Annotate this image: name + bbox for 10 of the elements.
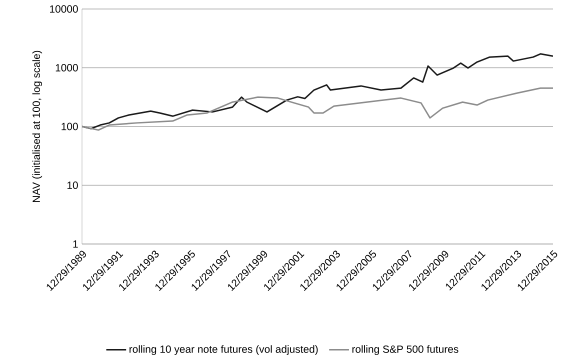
y-tick-label: 100	[62, 122, 78, 130]
line-series	[82, 53, 554, 130]
y-tick-label: 1000	[56, 64, 78, 72]
y-tick-label: 10000	[50, 5, 78, 13]
line-series	[82, 87, 554, 131]
legend-label: rolling S&P 500 futures	[352, 345, 458, 355]
y-tick-label: 1	[73, 240, 78, 248]
y-axis-title: NAV (initialised at 100, log scale)	[32, 50, 42, 202]
legend-label: rolling 10 year note futures (vol adjusted)	[130, 345, 318, 355]
y-tick-label: 10	[67, 182, 78, 189]
